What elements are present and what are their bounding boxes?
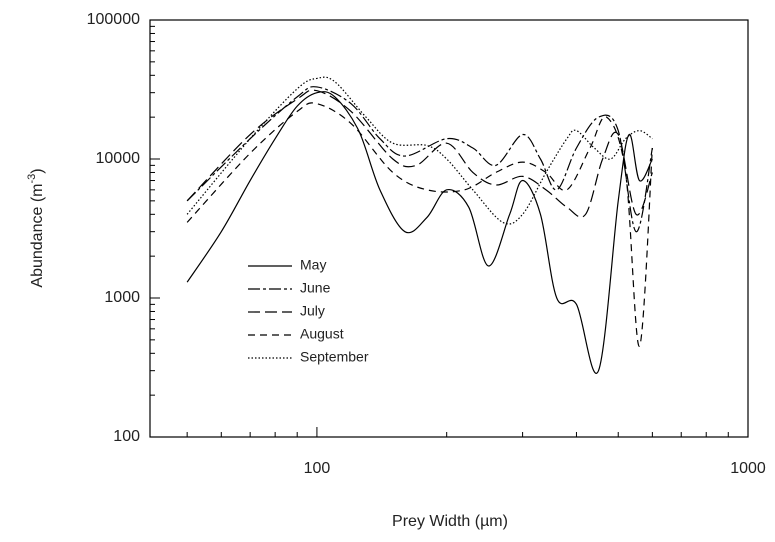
series-line [186, 76, 653, 225]
legend-label: September [300, 349, 369, 365]
series-line [186, 102, 653, 347]
y-tick-label: 10000 [96, 150, 141, 167]
y-tick-label: 100000 [87, 11, 140, 28]
legend-label: June [300, 280, 331, 296]
plot-frame [149, 19, 749, 438]
y-axis-label-suffix: ) [29, 168, 46, 173]
y-tick-label: 1000 [104, 289, 140, 306]
y-axis-label: Abundance (m-3) [26, 168, 46, 287]
x-tick-label: 1000 [730, 460, 766, 477]
legend-label: May [300, 257, 326, 273]
series-line [186, 91, 653, 374]
y-axis-label-sup: -3 [26, 174, 38, 184]
y-tick-label: 100 [113, 428, 140, 445]
series-line [186, 86, 653, 233]
x-axis-label: Prey Width (µm) [392, 513, 508, 530]
legend-label: July [300, 303, 325, 319]
y-axis-label-text: Abundance (m [29, 184, 46, 288]
x-tick-label: 100 [304, 460, 331, 477]
legend-label: August [300, 326, 344, 342]
series-line [186, 89, 653, 218]
